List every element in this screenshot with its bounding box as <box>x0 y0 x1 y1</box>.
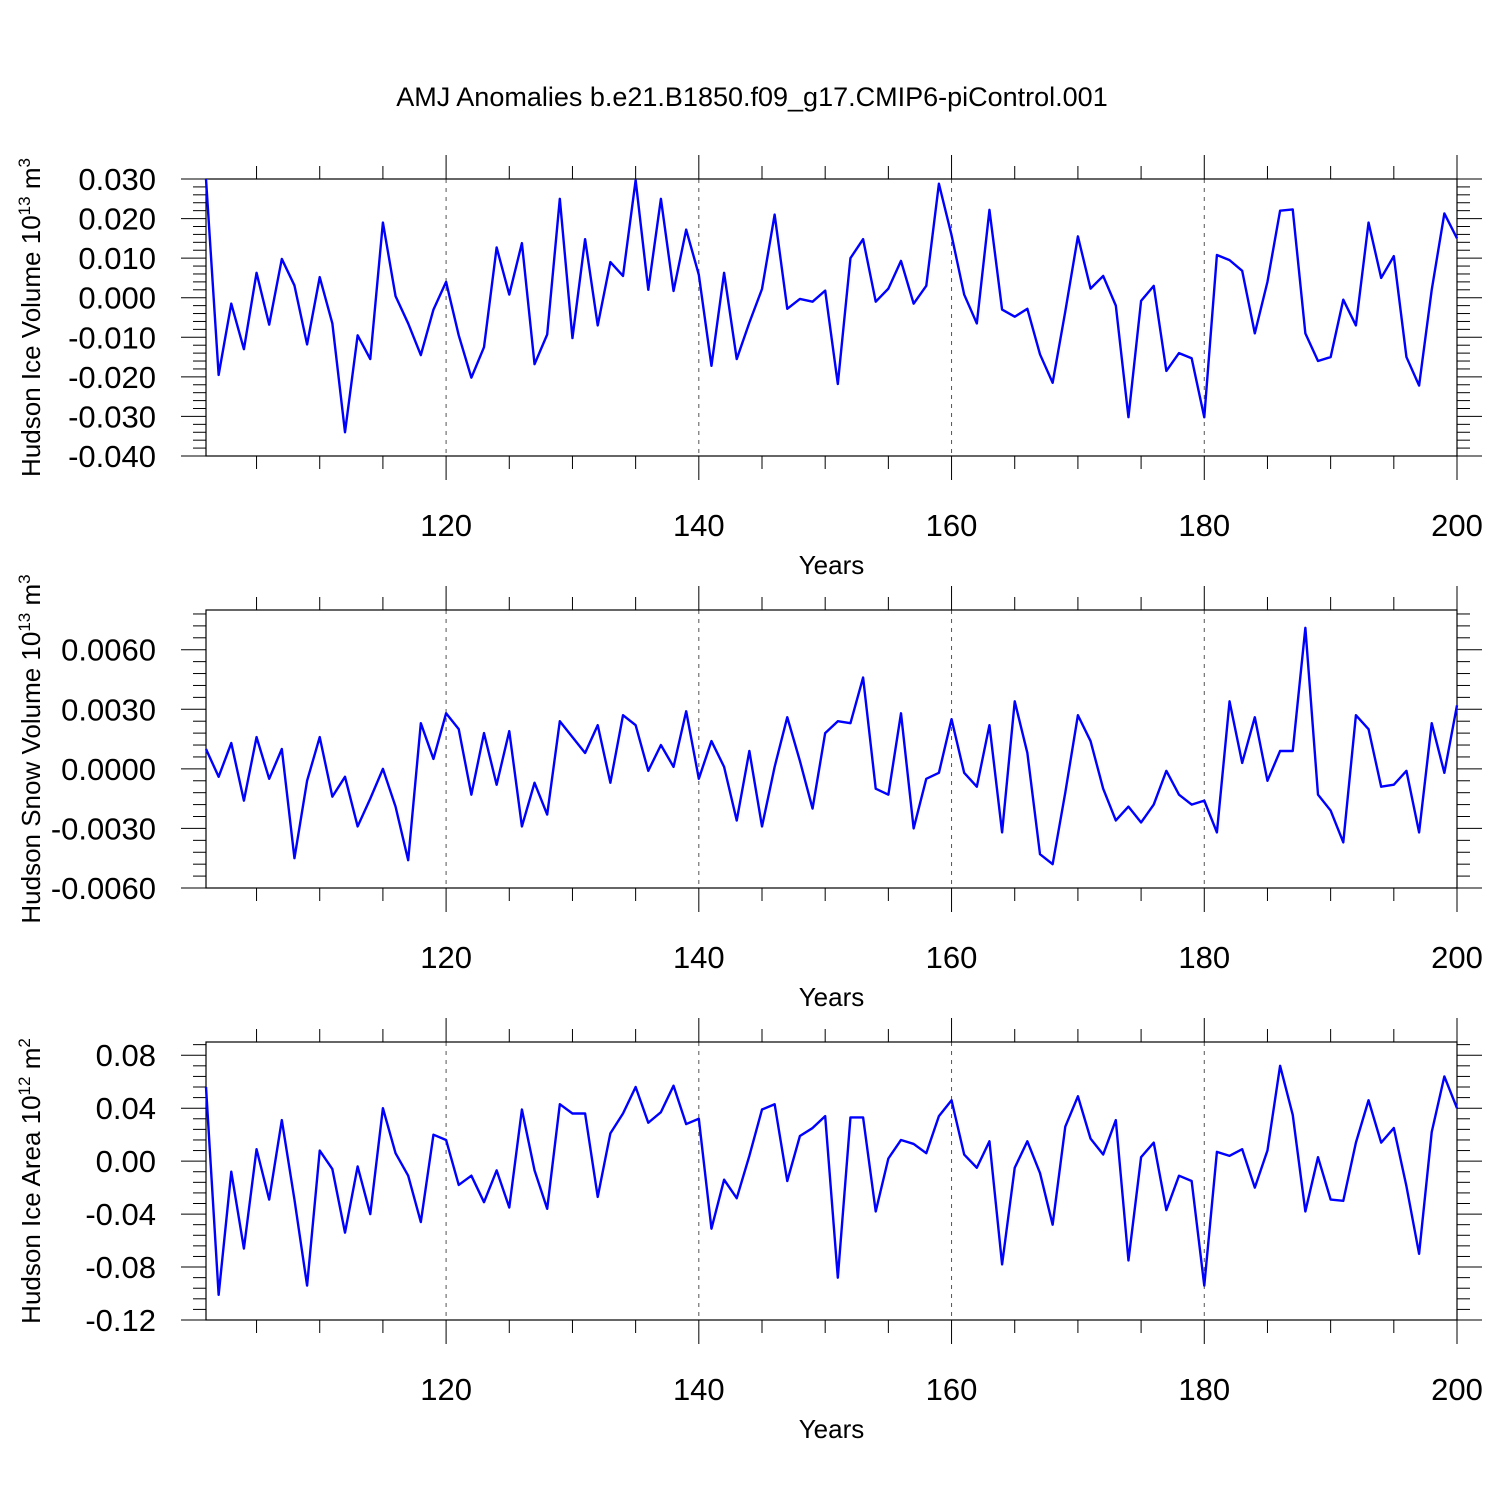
y-axis-title: Hudson Snow Volume 1013 m3 <box>15 574 46 923</box>
y-tick-label: 0.020 <box>78 202 156 237</box>
y-tick-label: 0.010 <box>78 241 156 276</box>
x-tick-label: 120 <box>420 940 472 975</box>
x-tick-label: 200 <box>1431 940 1483 975</box>
y-tick-label: 0.000 <box>78 281 156 316</box>
x-tick-label: 120 <box>420 508 472 543</box>
x-tick-label: 200 <box>1431 1372 1483 1407</box>
y-tick-label: 0.04 <box>96 1091 156 1126</box>
y-tick-label: -0.0060 <box>51 871 156 906</box>
x-tick-label: 160 <box>926 508 978 543</box>
y-tick-label: -0.020 <box>68 360 156 395</box>
y-tick-label: -0.12 <box>85 1303 156 1338</box>
x-tick-label: 140 <box>673 940 725 975</box>
panel-hudson-ice-area: -0.12 -0.08 -0.04 0.00 0.04 0.08 120 140 160 180 2… <box>15 1018 1483 1444</box>
y-tick-label: -0.04 <box>85 1197 156 1232</box>
y-tick-label: 0.0030 <box>61 692 156 727</box>
x-tick-label: 140 <box>673 1372 725 1407</box>
x-tick-label: 180 <box>1178 1372 1230 1407</box>
panel-hudson-snow-volume: -0.0060 -0.0030 0.0000 0.0030 0.0060 120 140 16… <box>15 574 1483 1012</box>
y-tick-label: -0.08 <box>85 1250 156 1285</box>
x-tick-label: 200 <box>1431 508 1483 543</box>
y-tick-label: -0.030 <box>68 399 156 434</box>
x-tick-label: 160 <box>926 940 978 975</box>
y-tick-label: -0.010 <box>68 320 156 355</box>
series-line <box>204 626 1459 866</box>
y-tick-label: 0.08 <box>96 1038 156 1073</box>
y-axis-title: Hudson Ice Volume 1013 m3 <box>15 158 46 477</box>
y-tick-label: 0.0000 <box>61 752 156 787</box>
series-line <box>204 178 1459 434</box>
x-axis-title: Years <box>799 1414 865 1444</box>
plot-frame <box>205 609 1458 889</box>
figure-title: AMJ Anomalies b.e21.B1850.f09_g17.CMIP6-… <box>396 82 1107 112</box>
x-tick-label: 140 <box>673 508 725 543</box>
y-tick-label: 0.030 <box>78 162 156 197</box>
series-line <box>204 1064 1459 1297</box>
y-tick-label: 0.00 <box>96 1144 156 1179</box>
x-tick-label: 160 <box>926 1372 978 1407</box>
x-tick-label: 180 <box>1178 940 1230 975</box>
panel-hudson-ice-volume: -0.040 -0.030 -0.020 -0.010 0.000 0.010 0.020 0… <box>15 155 1483 580</box>
y-axis-title: Hudson Ice Area 1012 m2 <box>15 1038 46 1324</box>
y-tick-label: -0.0030 <box>51 811 156 846</box>
x-axis-title: Years <box>799 982 865 1012</box>
x-tick-label: 120 <box>420 1372 472 1407</box>
plot-frame <box>205 178 1458 457</box>
y-tick-label: -0.040 <box>68 439 156 474</box>
x-tick-label: 180 <box>1178 508 1230 543</box>
y-tick-label: 0.0060 <box>61 633 156 668</box>
plot-frame <box>205 1041 1458 1321</box>
x-axis-title: Years <box>799 550 865 580</box>
